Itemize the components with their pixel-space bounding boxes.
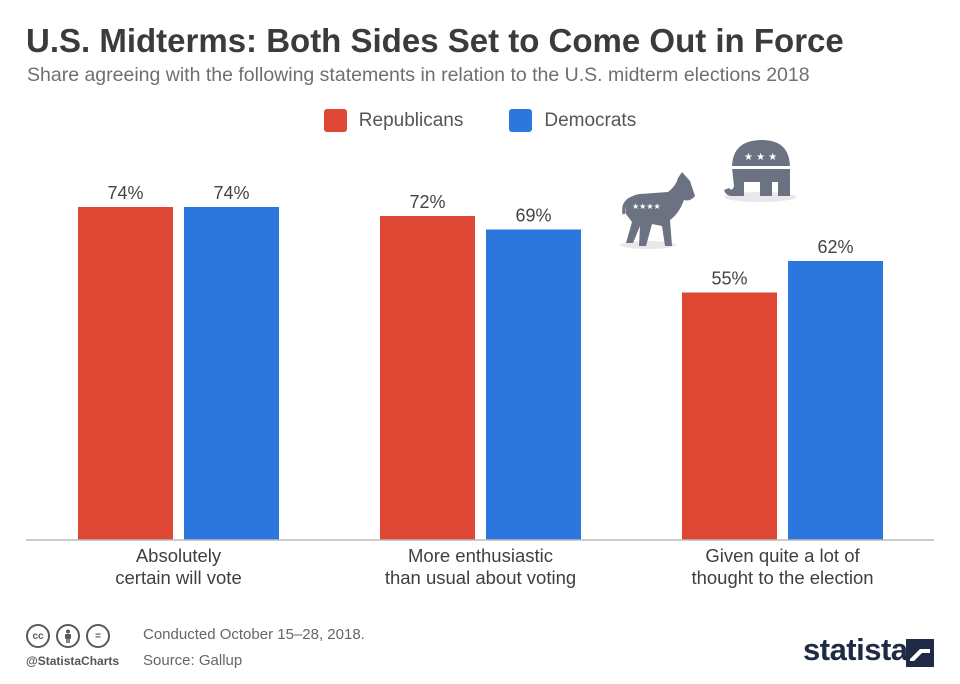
- data-label-democrats-2: 62%: [817, 237, 853, 257]
- statista-logo-icon[interactable]: [906, 639, 934, 667]
- bar-democrats-2: [788, 261, 883, 540]
- no-derivatives-icon: =: [86, 624, 110, 648]
- data-label-republicans-1: 72%: [409, 192, 445, 212]
- bar-democrats-0: [184, 207, 279, 540]
- category-label-1-line-1: than usual about voting: [385, 567, 576, 588]
- elephant-icon: ★ ★ ★: [724, 140, 796, 202]
- bar-chart: 74% 74% 72% 69% 55% 62% ★★★★ ★ ★ ★ Absolutely…: [26, 140, 934, 588]
- svg-text:★ ★ ★: ★ ★ ★: [744, 152, 777, 163]
- chart-title: U.S. Midterms: Both Sides Set to Come Ou…: [26, 22, 844, 59]
- bar-republicans-0: [78, 207, 173, 540]
- legend-swatch-republicans: [323, 109, 347, 132]
- bar-republicans-2: [682, 292, 777, 540]
- data-label-democrats-0: 74%: [213, 183, 249, 203]
- category-label-2-line-0: Given quite a lot of: [705, 545, 860, 566]
- bar-democrats-1: [486, 229, 581, 540]
- person-icon: [65, 629, 71, 643]
- creative-commons-icons: cc by =: [26, 624, 110, 648]
- category-label-0-line-0: Absolutely: [136, 545, 222, 566]
- statista-logo-text[interactable]: statista: [803, 632, 908, 667]
- legend-item-democrats: Democrats: [509, 109, 636, 132]
- donkey-icon: ★★★★: [620, 172, 695, 249]
- chart-subtitle: Share agreeing with the following statem…: [27, 64, 810, 86]
- conducted-note: Conducted October 15–28, 2018.: [143, 626, 365, 643]
- svg-text:★★★★: ★★★★: [632, 202, 661, 211]
- cc-icon: cc: [26, 624, 50, 648]
- chart-bars: 74% 74% 72% 69% 55% 62%: [78, 183, 883, 540]
- data-label-democrats-1: 69%: [515, 206, 551, 226]
- data-label-republicans-2: 55%: [711, 269, 747, 289]
- category-label-1-line-0: More enthusiastic: [408, 545, 553, 566]
- category-label-0-line-1: certain will vote: [115, 567, 241, 588]
- legend: Republicans Democrats: [0, 109, 960, 132]
- category-label-2-line-1: thought to the election: [691, 567, 873, 588]
- legend-swatch-democrats: [509, 109, 533, 132]
- attribution-icon: by: [56, 624, 80, 648]
- statista-handle: @StatistaCharts: [26, 654, 120, 668]
- data-label-republicans-0: 74%: [107, 183, 143, 203]
- source-note: Source: Gallup: [143, 652, 243, 669]
- legend-label-democrats: Democrats: [544, 109, 637, 131]
- bar-republicans-1: [380, 216, 475, 540]
- legend-label-republicans: Republicans: [358, 109, 464, 131]
- legend-item-republicans: Republicans: [323, 109, 464, 132]
